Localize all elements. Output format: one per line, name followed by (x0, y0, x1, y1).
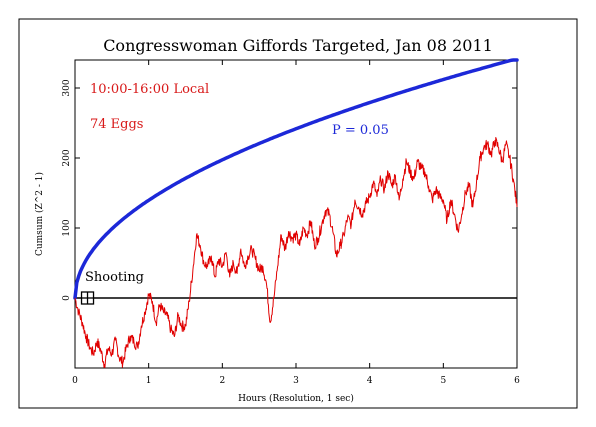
p05-envelope-line (73, 58, 519, 300)
x-axis-label: Hours (Resolution, 1 sec) (238, 393, 354, 404)
x-tick-label: 5 (440, 376, 446, 386)
figure-frame (18, 18, 578, 409)
y-tick-label: 300 (62, 79, 72, 96)
x-tick-label: 2 (219, 376, 225, 386)
x-tick-label: 4 (367, 376, 373, 386)
x-tick-label: 1 (146, 376, 152, 386)
y-tick-label: 200 (62, 149, 72, 166)
y-tick-label: 0 (62, 295, 72, 301)
p-value-label: P = 0.05 (332, 123, 389, 138)
y-axis-label: Cumsum (Z^2 - 1) (34, 172, 45, 256)
x-tick-label: 6 (514, 376, 520, 386)
x-tick-label: 0 (72, 376, 78, 386)
event-label: Shooting (85, 270, 144, 285)
x-tick-label: 3 (293, 376, 299, 386)
time-window-label: 10:00-16:00 Local (90, 82, 209, 97)
cumsum-data-line (74, 137, 518, 369)
chart-title: Congresswoman Giffords Targeted, Jan 08 … (103, 36, 493, 55)
eggs-count-label: 74 Eggs (90, 117, 143, 132)
y-tick-label: 100 (62, 219, 72, 236)
plot-area-frame (74, 59, 518, 369)
